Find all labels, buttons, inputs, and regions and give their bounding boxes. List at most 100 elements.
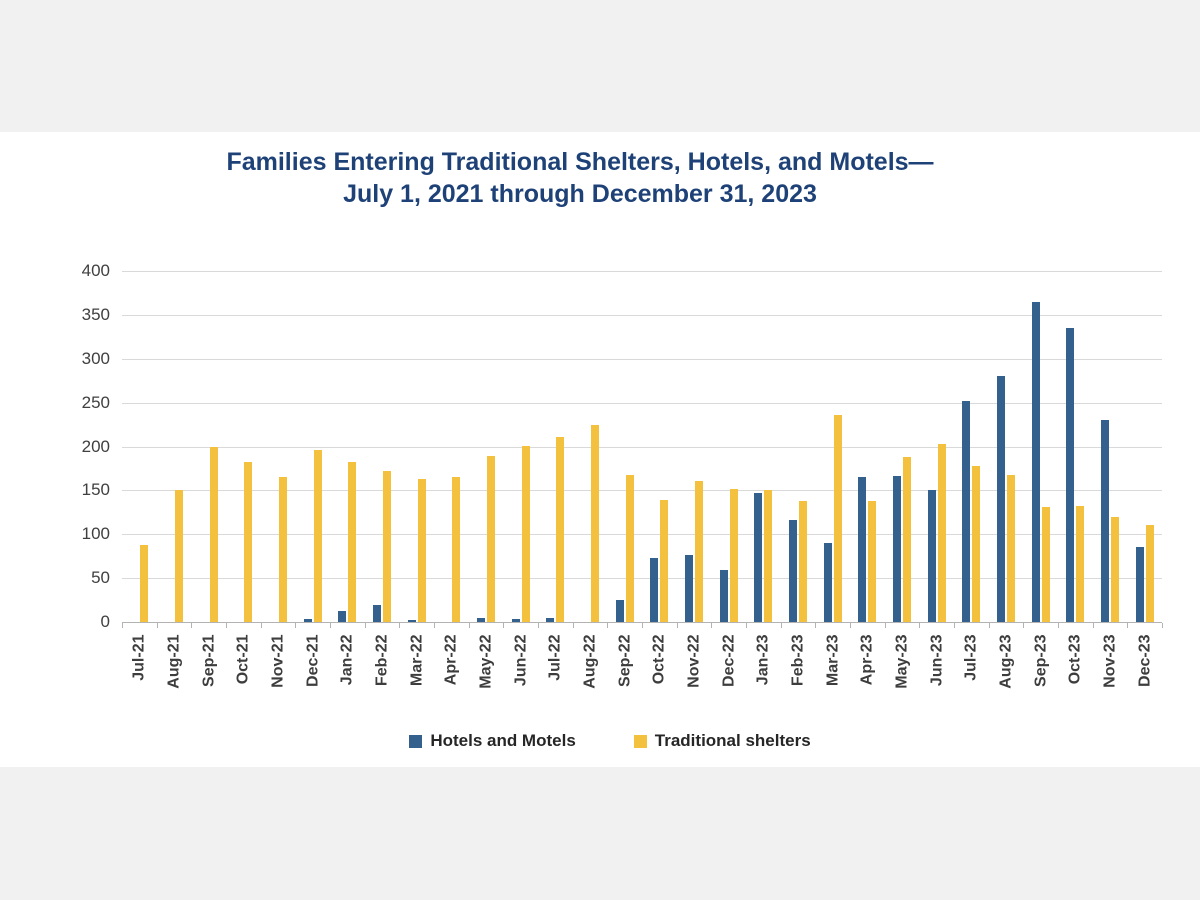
gridline-350 <box>122 314 1162 316</box>
x-axis-tick <box>122 623 123 628</box>
bar-traditional-shelters-jan-22 <box>348 462 357 622</box>
bar-traditional-shelters-aug-22 <box>591 424 599 622</box>
bar-traditional-shelters-jul-23 <box>972 465 981 622</box>
x-axis-tick <box>572 623 574 628</box>
x-axis-tick <box>954 623 955 628</box>
x-axis-tick <box>156 623 158 628</box>
bar-traditional-shelters-jun-23 <box>937 443 946 622</box>
bottom-gray-band <box>0 767 1200 900</box>
x-axis-tick <box>191 623 193 628</box>
x-axis-tick-label-apr-23: Apr-23 <box>858 634 876 686</box>
bar-traditional-shelters-mar-23 <box>833 414 842 622</box>
x-axis-tick <box>1162 623 1163 628</box>
x-axis-line <box>122 622 1162 623</box>
bar-traditional-shelters-feb-23 <box>799 500 807 622</box>
gridline-50 <box>122 578 1162 580</box>
x-axis-tick <box>919 623 921 628</box>
x-axis-tick-label-aug-22: Aug-22 <box>581 634 599 689</box>
x-axis-tick <box>884 623 886 628</box>
legend-label-traditional-shelters: Traditional shelters <box>654 731 811 750</box>
x-axis-tick <box>468 623 470 628</box>
x-axis-tick-label-apr-22: Apr-22 <box>442 634 460 686</box>
x-axis-tick <box>538 623 539 628</box>
bar-traditional-shelters-jul-21 <box>140 544 149 622</box>
bar-hotels-and-motels-mar-22 <box>407 620 416 622</box>
bar-traditional-shelters-dec-22 <box>729 488 738 622</box>
x-axis-tick-label-feb-22: Feb-22 <box>373 634 391 687</box>
bar-hotels-and-motels-aug-23 <box>997 376 1005 622</box>
x-axis-tick-label-may-22: May-22 <box>477 634 495 689</box>
x-axis-tick <box>399 623 401 628</box>
bar-hotels-and-motels-jul-22 <box>546 617 555 622</box>
x-axis-tick-label-nov-21: Nov-21 <box>269 634 287 688</box>
bar-traditional-shelters-sep-22 <box>625 475 634 622</box>
bar-hotels-and-motels-jun-22 <box>511 618 520 622</box>
bar-hotels-and-motels-oct-23 <box>1066 328 1075 622</box>
legend-item-hotels-and-motels: Hotels and Motels <box>409 731 576 751</box>
y-axis-tick-label-350: 350 <box>81 304 110 324</box>
y-axis-tick-label-400: 400 <box>81 261 110 280</box>
y-axis-tick-label-200: 200 <box>81 436 110 456</box>
x-axis-tick <box>364 623 366 628</box>
legend-item-traditional-shelters: Traditional shelters <box>633 731 811 751</box>
bar-hotels-and-motels-apr-23 <box>858 477 867 622</box>
legend-swatch-hotels-and-motels-icon <box>409 734 423 748</box>
bar-traditional-shelters-dec-23 <box>1145 525 1154 622</box>
bar-hotels-and-motels-dec-23 <box>1135 547 1144 622</box>
x-axis-tick <box>988 623 990 628</box>
x-axis-tick <box>780 623 782 628</box>
top-gray-band <box>0 0 1200 132</box>
bar-traditional-shelters-dec-21 <box>313 450 322 622</box>
bar-hotels-and-motels-sep-23 <box>1031 301 1040 622</box>
y-axis-tick-label-150: 150 <box>81 480 110 500</box>
bar-traditional-shelters-jun-22 <box>521 445 530 622</box>
bar-traditional-shelters-jan-23 <box>764 490 773 622</box>
bar-hotels-and-motels-may-22 <box>477 617 485 622</box>
x-axis-tick-label-jun-23: Jun-23 <box>928 634 946 687</box>
bar-traditional-shelters-nov-23 <box>1111 516 1119 622</box>
x-axis-tick-label-mar-22: Mar-22 <box>408 634 426 687</box>
x-axis-tick-label-aug-21: Aug-21 <box>165 634 183 689</box>
gridline-300 <box>122 358 1162 360</box>
x-axis-tick <box>260 623 262 628</box>
bar-traditional-shelters-sep-21 <box>209 446 218 622</box>
bar-hotels-and-motels-feb-22 <box>373 605 381 622</box>
chart-title: Families Entering Traditional Shelters, … <box>0 146 1160 210</box>
gridline-200 <box>122 446 1162 448</box>
x-axis-tick-label-sep-23: Sep-23 <box>1032 634 1050 687</box>
bar-traditional-shelters-may-23 <box>903 457 911 622</box>
x-axis-tick <box>434 623 435 628</box>
x-axis-tick-label-oct-21: Oct-21 <box>234 634 252 685</box>
x-axis-tick <box>607 623 609 628</box>
x-axis-tick <box>1023 623 1025 628</box>
bar-hotels-and-motels-jul-23 <box>962 400 971 622</box>
bar-hotels-and-motels-nov-23 <box>1101 420 1109 622</box>
x-axis-tick-label-nov-22: Nov-22 <box>685 634 703 688</box>
x-axis-tick <box>676 623 678 628</box>
x-axis-tick-label-jan-23: Jan-23 <box>754 634 772 686</box>
bar-hotels-and-motels-jan-23 <box>754 493 763 622</box>
x-axis-tick <box>226 623 227 628</box>
x-axis-tick <box>815 623 817 628</box>
x-axis-tick <box>1127 623 1129 628</box>
y-axis-tick-label-300: 300 <box>81 348 110 368</box>
x-axis-tick-label-oct-23: Oct-23 <box>1066 634 1084 685</box>
plot-area <box>122 271 1163 628</box>
legend-swatch-traditional-shelters-icon <box>633 734 647 748</box>
gridline-250 <box>122 402 1162 404</box>
bar-hotels-and-motels-nov-22 <box>685 555 693 622</box>
bar-hotels-and-motels-dec-21 <box>303 619 312 622</box>
bar-traditional-shelters-apr-23 <box>868 500 877 622</box>
bar-traditional-shelters-nov-21 <box>279 477 287 622</box>
x-axis-tick <box>850 623 851 628</box>
bar-traditional-shelters-jul-22 <box>556 436 565 622</box>
bar-hotels-and-motels-jan-22 <box>338 611 347 622</box>
x-axis-tick-label-aug-23: Aug-23 <box>997 634 1015 689</box>
bar-traditional-shelters-aug-23 <box>1007 474 1015 622</box>
x-axis-tick-label-jan-22: Jan-22 <box>338 634 356 686</box>
bar-hotels-and-motels-mar-23 <box>823 543 832 622</box>
bar-hotels-and-motels-feb-23 <box>789 520 797 622</box>
x-axis-tick <box>1092 623 1094 628</box>
bar-traditional-shelters-feb-22 <box>383 471 391 622</box>
